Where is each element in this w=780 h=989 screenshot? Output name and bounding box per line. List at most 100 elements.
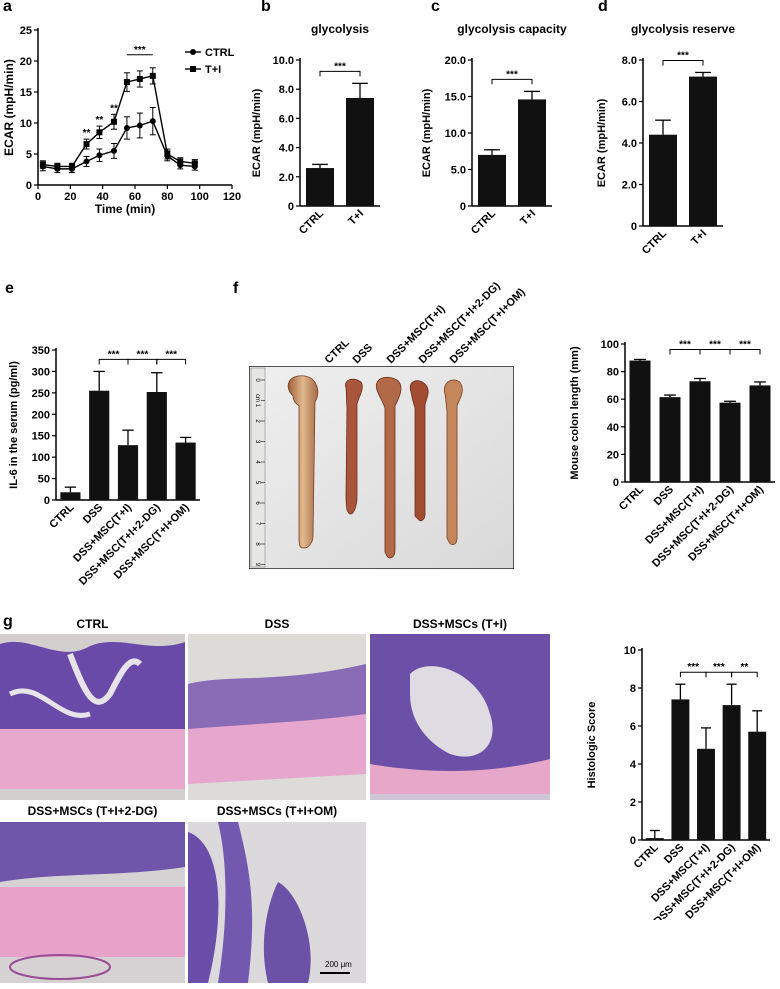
ruler-number: 6 <box>254 501 260 505</box>
photo-column-label: DSS <box>351 342 375 366</box>
data-point <box>149 72 156 79</box>
data-point <box>164 151 171 157</box>
data-point <box>110 118 117 125</box>
significance-label: *** <box>709 339 721 350</box>
x-tick-label: DSS <box>81 502 105 526</box>
y-tick-label: 40 <box>607 422 619 434</box>
legend-label: CTRL <box>205 47 235 59</box>
significance-label: *** <box>506 69 518 80</box>
y-tick-label: 0 <box>630 835 636 847</box>
chart-title: glycolysis reserve <box>631 22 735 36</box>
ruler-number: 7 <box>254 522 260 526</box>
data-point <box>123 79 130 86</box>
bar-4 <box>175 442 196 500</box>
x-tick-label: CTRL <box>469 207 498 236</box>
chart-title: glycolysis <box>311 22 369 36</box>
x-tick-label: T+I <box>346 208 366 228</box>
histology-title-msc-om: DSS+MSCs (T+I+OM) <box>216 804 338 818</box>
ruler-number: cm 1 <box>254 394 260 408</box>
significance-label: ** <box>741 662 749 673</box>
y-tick-label: 2 <box>630 797 636 809</box>
y-tick-label: 10.0 <box>273 55 294 67</box>
ruler-number: 2 <box>254 419 260 423</box>
data-point <box>123 124 130 131</box>
y-tick-label: 300 <box>32 366 50 378</box>
significance-label: *** <box>134 45 146 56</box>
significance-label: *** <box>108 349 120 360</box>
y-axis-label: IL-6 in the serum (pg/ml) <box>8 361 20 489</box>
glycolysis-bar-chart: glycolysis 0 2.0 4.0 6.0 8.0 10.0 ECAR (mpH/min… <box>251 22 380 237</box>
bar-4 <box>748 731 767 840</box>
x-tick-label: 80 <box>161 191 173 203</box>
histology-image-msc-2dg <box>0 822 185 983</box>
legend-marker <box>190 49 196 55</box>
data-point <box>39 161 46 168</box>
significance-bracket <box>491 78 533 85</box>
y-tick-label: 20.0 <box>445 55 466 67</box>
histology-image-dss <box>188 634 366 800</box>
y-tick-label: 2.0 <box>622 180 637 192</box>
x-tick-label: CTRL <box>297 207 326 236</box>
y-tick-label: 15 <box>20 87 32 99</box>
y-tick-label: 150 <box>32 431 50 443</box>
y-tick-label: 15.0 <box>445 92 466 104</box>
histology-scale-label: 200 μm <box>325 960 352 969</box>
histology-image-ctrl <box>0 634 185 800</box>
bar-1 <box>659 397 681 482</box>
y-axis-label: Histologic Score <box>586 702 598 789</box>
photo-column-label: DSS+MSC(T+I) <box>385 303 448 366</box>
bar-2 <box>117 445 139 500</box>
y-tick-label: 0 <box>460 201 466 213</box>
x-tick-label: 120 <box>223 191 241 203</box>
panel-letter-b: b <box>261 0 271 15</box>
y-tick-label: 5.0 <box>451 165 466 177</box>
x-tick-label: 100 <box>190 191 208 203</box>
ruler-number: 5 <box>254 481 260 485</box>
y-tick-label: 250 <box>32 388 50 400</box>
histology-title-msc-ti: DSS+MSCs (T+I) <box>412 617 508 631</box>
bar-3 <box>722 705 741 840</box>
significance-label: *** <box>679 339 691 350</box>
histology-title-dss: DSS <box>264 617 290 631</box>
panel-letter-c: c <box>431 0 440 15</box>
significance-bracket <box>156 358 187 365</box>
y-axis-label: ECAR (mpH/min) <box>2 59 16 156</box>
x-tick-label: T+I <box>689 228 709 248</box>
bar-2 <box>697 748 715 840</box>
significance-label: *** <box>334 61 346 72</box>
panel-letter-e: e <box>5 280 14 297</box>
significance-label: ** <box>110 103 118 114</box>
colon-photo-image: 0 cm 1 2 3 4 5 6 7 8 9 <box>248 365 515 570</box>
bar-1 <box>518 99 546 206</box>
y-axis-label: ECAR (mpH/min) <box>596 98 608 187</box>
significance-label: *** <box>677 50 689 61</box>
photo-column-label: CTRL <box>323 337 352 366</box>
y-tick-label: 6.0 <box>622 97 637 109</box>
il6-serum-bar-chart: 0 50 100 150 200 250 300 350 IL-6 in the serum (… <box>8 345 200 588</box>
data-point <box>191 160 198 167</box>
y-tick-label: 8 <box>630 683 636 695</box>
bar-0 <box>629 360 651 482</box>
colon-photo: 0 cm 1 2 3 4 5 6 7 8 9 <box>248 365 515 570</box>
bar-1 <box>89 390 110 500</box>
y-axis-label: ECAR (mpH/min) <box>251 88 263 177</box>
x-tick-label: 40 <box>97 191 109 203</box>
significance-bracket <box>319 70 361 77</box>
significance-bracket <box>731 671 758 678</box>
bar-0 <box>649 134 677 226</box>
histology-scale-bar <box>320 972 350 974</box>
y-tick-label: 8.0 <box>279 84 294 96</box>
colon-length-bar-chart: 0 20 40 60 80 100 Mouse colon length (mm) CTRL D… <box>569 339 775 570</box>
ruler-number: 0 <box>254 378 260 382</box>
y-tick-label: 4 <box>630 759 637 771</box>
series-line-1 <box>42 75 195 168</box>
significance-label: *** <box>739 339 751 350</box>
y-tick-label: 10 <box>624 645 636 657</box>
bar-1 <box>689 76 717 226</box>
y-tick-label: 25 <box>20 25 32 37</box>
x-axis-label: Time (min) <box>95 202 155 216</box>
bar-0 <box>645 838 664 840</box>
significance-label: *** <box>165 349 177 360</box>
x-tick-label: CTRL <box>632 841 661 870</box>
